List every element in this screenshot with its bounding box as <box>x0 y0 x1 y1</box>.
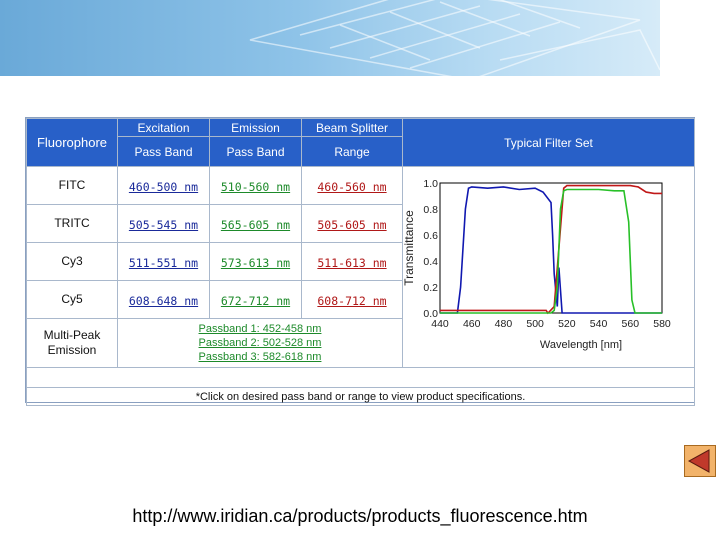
spacer-row <box>26 367 695 388</box>
back-arrow-icon <box>687 449 710 473</box>
filter-chart-cell: 440 460 480 500 520 540 560 580 0.0 0.2 0.4 0.6 0.8 1… <box>402 166 695 368</box>
y-tick-label: 0.8 <box>423 204 438 216</box>
multi-peak-passbands: Passband 1: 452-458 nm Passband 2: 502-5… <box>117 317 403 369</box>
instruction-note: *Click on desired pass band or range to … <box>26 387 695 406</box>
excitation-band-link[interactable]: 505-545 nm <box>128 217 199 232</box>
fluorophore-name: Cy3 <box>26 241 118 281</box>
typical-filter-set-header: Typical Filter Set <box>402 118 695 167</box>
excitation-band-link[interactable]: 608-648 nm <box>128 293 199 308</box>
fluorophore-name: FITC <box>26 166 118 205</box>
beam-splitter-range-link[interactable]: 505-605 nm <box>317 217 387 232</box>
fluorescence-filter-panel: Fluorophore Excitation Emission Beam Spl… <box>25 117 695 406</box>
y-axis-label: Transmittance <box>404 210 416 286</box>
x-tick-label: 540 <box>589 318 607 330</box>
emission-band-link[interactable]: 573-613 nm <box>220 255 291 270</box>
x-tick-label: 460 <box>462 318 480 330</box>
excitation-band-link[interactable]: 460-500 nm <box>128 179 199 194</box>
table-row: TRITC 505-545 nm 565-605 nm 505-605 nm <box>26 203 695 243</box>
y-tick-label: 0.4 <box>423 256 438 268</box>
multi-peak-label-line2: Emission <box>47 342 97 357</box>
source-url: http://www.iridian.ca/products/products_… <box>132 506 588 526</box>
beam-splitter-header: Beam Splitter <box>301 118 403 137</box>
passband-2-link[interactable]: Passband 2: 502-528 nm <box>198 336 322 349</box>
excitation-pass-band-header: Pass Band <box>117 136 210 167</box>
y-tick-label: 0.6 <box>423 230 438 242</box>
series-line-1 <box>439 186 662 314</box>
fluorophore-header: Fluorophore <box>26 118 118 167</box>
header-banner <box>0 0 660 76</box>
fluorophore-name: Cy5 <box>26 279 118 319</box>
x-tick-label: 480 <box>494 318 512 330</box>
multi-peak-label-line1: Multi-Peak <box>43 327 101 342</box>
table-row: FITC 460-500 nm 510-560 nm 460-560 nm 44… <box>26 166 695 368</box>
beam-splitter-range-link[interactable]: 511-613 nm <box>317 255 387 270</box>
filter-table: Fluorophore Excitation Emission Beam Spl… <box>26 118 695 406</box>
y-tick-label: 1.0 <box>423 178 438 190</box>
keyboard-illustration <box>249 0 660 76</box>
x-tick-label: 520 <box>558 318 576 330</box>
passband-3-link[interactable]: Passband 3: 582-618 nm <box>198 350 322 363</box>
table-row: Cy3 511-551 nm 573-613 nm 511-613 nm <box>26 241 695 281</box>
fluorophore-name: TRITC <box>26 203 118 243</box>
beam-splitter-range-link[interactable]: 460-560 nm <box>317 179 387 194</box>
series-line-3 <box>439 188 662 314</box>
spacer-cell <box>26 367 695 388</box>
note-row: *Click on desired pass band or range to … <box>26 387 695 406</box>
beam-splitter-range-header: Range <box>301 136 403 167</box>
multi-peak-label: Multi-Peak Emission <box>26 317 118 369</box>
series-line-2 <box>439 184 662 315</box>
x-tick-label: 580 <box>653 318 671 330</box>
emission-header: Emission <box>209 118 302 137</box>
emission-band-link[interactable]: 672-712 nm <box>220 293 291 308</box>
table-row: Multi-Peak Emission Passband 1: 452-458 … <box>26 317 695 369</box>
transmittance-chart: 440 460 480 500 520 540 560 580 0.0 0.2 0.4 0.6 0.8 1… <box>402 178 671 351</box>
excitation-band-link[interactable]: 511-551 nm <box>128 255 199 270</box>
x-tick-label: 560 <box>621 318 639 330</box>
y-tick-label: 0.2 <box>423 282 438 294</box>
emission-pass-band-header: Pass Band <box>209 136 302 167</box>
back-nav-button[interactable] <box>684 445 716 477</box>
passband-1-link[interactable]: Passband 1: 452-458 nm <box>198 322 322 335</box>
table-row: Cy5 608-648 nm 672-712 nm 608-712 nm <box>26 279 695 319</box>
y-tick-label: 0.0 <box>423 308 438 320</box>
emission-band-link[interactable]: 565-605 nm <box>220 217 291 232</box>
x-tick-label: 500 <box>526 318 544 330</box>
x-axis-label: Wavelength [nm] <box>539 339 621 351</box>
x-tick-label: 440 <box>431 318 449 330</box>
emission-band-link[interactable]: 510-560 nm <box>220 179 291 194</box>
beam-splitter-range-link[interactable]: 608-712 nm <box>317 293 387 308</box>
excitation-header: Excitation <box>117 118 210 137</box>
